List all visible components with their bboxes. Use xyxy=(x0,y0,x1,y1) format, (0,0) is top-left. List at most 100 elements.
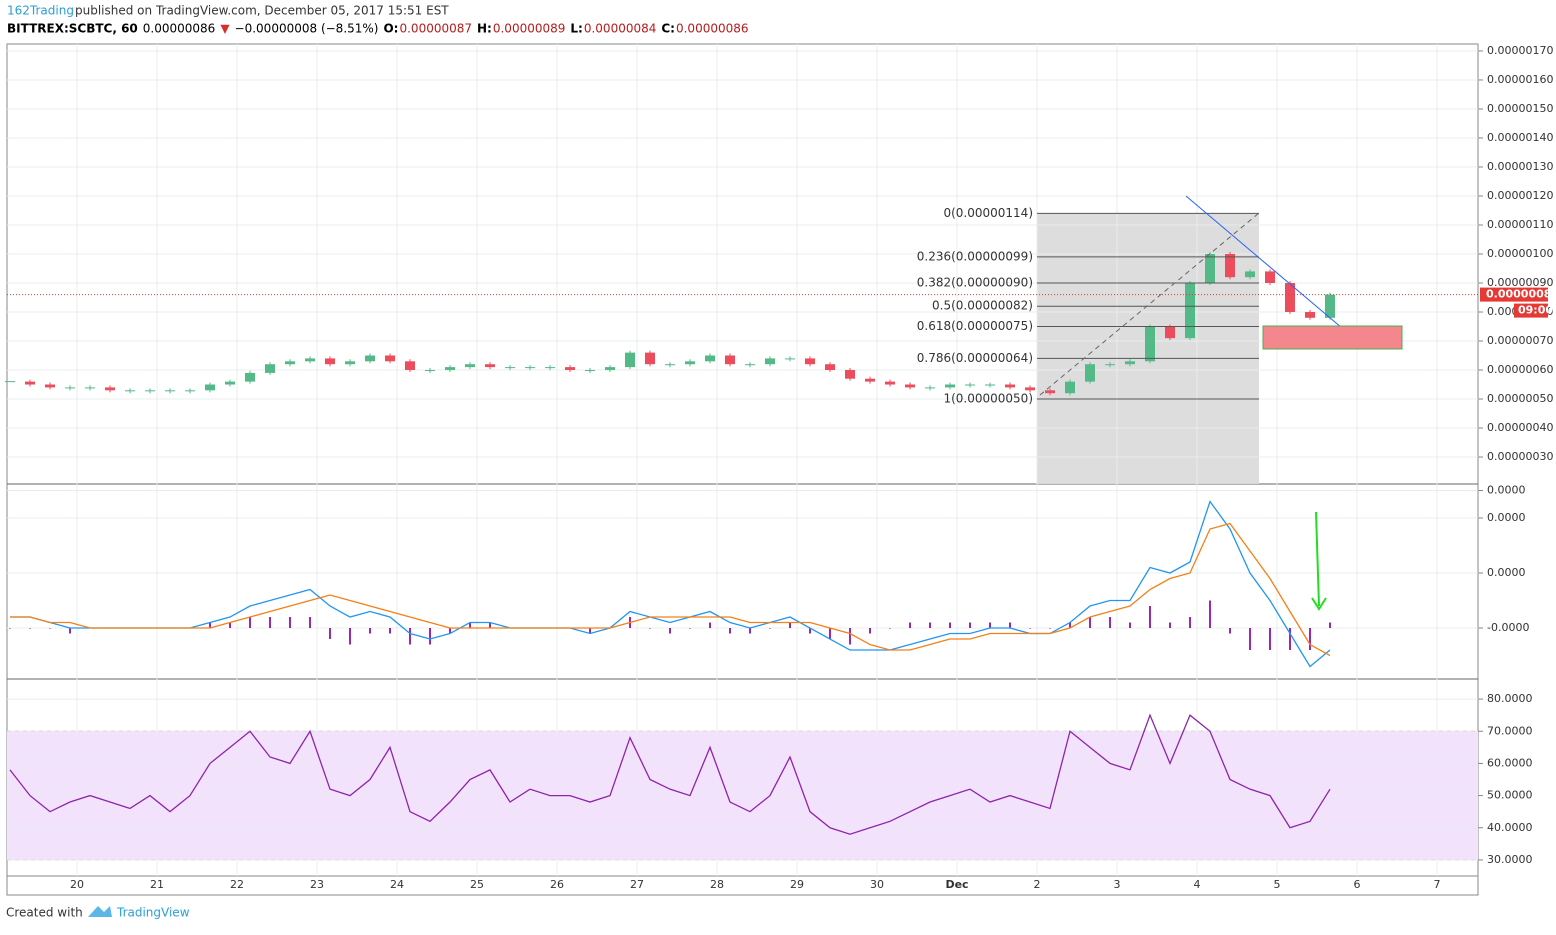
histogram-bar xyxy=(1229,628,1231,634)
y-tick-label: 50.0000 xyxy=(1487,789,1533,802)
header-last: 0.00000086 xyxy=(143,22,216,36)
candle xyxy=(385,355,395,362)
candle xyxy=(845,370,855,379)
candle xyxy=(1005,384,1015,388)
histogram-bar xyxy=(1309,628,1311,651)
x-tick-label: 7 xyxy=(1434,878,1441,891)
candle xyxy=(1265,271,1275,283)
candle xyxy=(1085,364,1095,382)
candle xyxy=(865,378,875,382)
header-c-label: C: xyxy=(661,22,675,36)
histogram-bar xyxy=(209,622,211,629)
candle xyxy=(985,384,995,386)
line xyxy=(9,713,1331,835)
histogram-bar xyxy=(1069,622,1071,629)
y-tick-label: 0.00000150 xyxy=(1487,102,1553,115)
candle xyxy=(185,390,195,392)
candle xyxy=(885,381,895,385)
histogram-bar xyxy=(789,622,791,629)
header-symbol: BITTREX:SCBTC, 60 xyxy=(7,22,138,36)
histogram-bar xyxy=(889,628,891,629)
histogram-bar xyxy=(1109,617,1111,629)
candle xyxy=(585,370,595,372)
candle xyxy=(645,352,655,365)
histogram-bar xyxy=(1049,628,1051,629)
x-tick-label: 20 xyxy=(70,878,84,891)
candle xyxy=(205,384,215,391)
candle xyxy=(305,358,315,362)
histogram-bar xyxy=(409,628,411,645)
candle xyxy=(505,367,515,369)
published: published on TradingView.com, December 0… xyxy=(75,4,449,18)
x-tick-label: 4 xyxy=(1194,878,1201,891)
y-tick-label: 0.00000120 xyxy=(1487,189,1553,202)
candle xyxy=(1065,381,1075,394)
histogram-bar xyxy=(1029,628,1031,629)
candle xyxy=(165,390,175,392)
y-tick-label: 60.0000 xyxy=(1487,756,1533,769)
header-c: 0.00000086 xyxy=(676,22,749,36)
x-tick-label: 3 xyxy=(1114,878,1121,891)
candle xyxy=(285,361,295,365)
x-tick-label: 22 xyxy=(230,878,244,891)
histogram-bar xyxy=(229,622,231,629)
candle xyxy=(145,390,155,392)
candle xyxy=(225,381,235,385)
histogram-bar xyxy=(929,622,931,629)
histogram-bar xyxy=(649,628,651,629)
histogram-bar xyxy=(469,622,471,629)
candle xyxy=(485,364,495,368)
footer-brand[interactable]: TradingView xyxy=(116,906,190,920)
candle xyxy=(1185,282,1195,339)
logo xyxy=(88,906,112,917)
histogram-bar xyxy=(429,628,431,645)
y-tick-label: 30.0000 xyxy=(1487,853,1533,866)
candle xyxy=(405,361,415,371)
candle xyxy=(1125,361,1135,365)
histogram-bar xyxy=(969,622,971,629)
y-tick-label: 0.0000 xyxy=(1487,483,1526,496)
footer-text: Created with xyxy=(6,906,83,920)
candle xyxy=(565,367,575,371)
candle xyxy=(685,361,695,365)
x-tick-label: 6 xyxy=(1354,878,1361,891)
histogram-bar xyxy=(709,622,711,629)
header-change: −0.00000008 (−8.51%) xyxy=(235,22,379,36)
histogram-bar xyxy=(1249,628,1251,651)
histogram-bar xyxy=(909,622,911,629)
candle xyxy=(725,355,735,365)
histogram-bar xyxy=(349,628,351,645)
author[interactable]: 162Trading xyxy=(7,4,74,18)
countdown: 09:00 xyxy=(1518,304,1553,317)
header-arrow: ▼ xyxy=(220,22,230,36)
candle xyxy=(1305,312,1315,318)
candle xyxy=(665,364,675,366)
histogram-bar xyxy=(1269,628,1271,651)
x-tick-label: 24 xyxy=(390,878,404,891)
histogram-bar xyxy=(49,628,51,629)
candle xyxy=(245,372,255,382)
header-o-label: O: xyxy=(383,22,398,36)
candle xyxy=(1025,387,1035,391)
candle xyxy=(1145,326,1155,362)
histogram-bar xyxy=(1089,617,1091,629)
y-tick-label: 0.00000100 xyxy=(1487,247,1553,260)
y-tick-label: 0.00000170 xyxy=(1487,44,1553,57)
histogram-bar xyxy=(989,622,991,629)
histogram-bar xyxy=(1329,622,1331,629)
fib-label: 0.382(0.00000090) xyxy=(917,275,1033,289)
y-tick-label: 0.00000070 xyxy=(1487,334,1553,347)
fib-label: 0.236(0.00000099) xyxy=(917,249,1033,263)
y-tick-label: 0.00000030 xyxy=(1487,450,1553,463)
fib-trend xyxy=(1039,212,1260,396)
histogram-bar xyxy=(1169,622,1171,629)
arrow-head xyxy=(1311,597,1327,611)
candle xyxy=(1165,326,1175,339)
y-tick-label: 0.00000130 xyxy=(1487,160,1553,173)
histogram-bar xyxy=(729,628,731,634)
candle xyxy=(765,358,775,365)
histogram-bar xyxy=(9,628,11,629)
line xyxy=(10,522,1331,657)
line xyxy=(10,500,1331,668)
histogram-bar xyxy=(1129,622,1131,629)
